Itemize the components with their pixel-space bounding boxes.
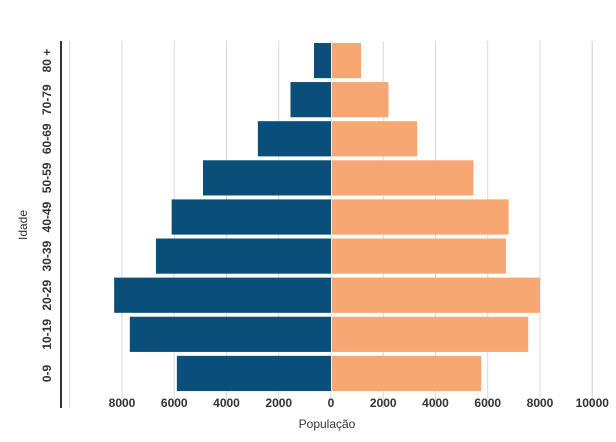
y-tick-label: 60-69 <box>40 123 54 154</box>
y-tick-label: 0-9 <box>40 364 54 382</box>
x-tick-label: 2000 <box>265 396 292 410</box>
x-tick-label: 8000 <box>527 396 554 410</box>
y-tick-label: 50-59 <box>40 162 54 193</box>
bar-left-70-79 <box>290 82 331 118</box>
x-tick-label: 6000 <box>161 396 188 410</box>
bar-right-20-29 <box>332 277 540 313</box>
bar-right-10-19 <box>332 316 529 352</box>
y-tick-labels: 0-9 10-19 20-29 30-39 40-49 50-59 60-69 70-79 80… <box>40 49 54 382</box>
x-tick-label: 10000 <box>576 396 610 410</box>
bar-right-60-69 <box>332 121 418 157</box>
y-tick-label: 40-49 <box>40 201 54 232</box>
y-tick-label: 80 + <box>40 49 54 73</box>
bar-right-80plus <box>332 42 362 79</box>
y-tick-label: 70-79 <box>40 84 54 115</box>
x-tick-label: 6000 <box>474 396 501 410</box>
bar-left-0-9 <box>176 355 331 392</box>
x-tick-label: 8000 <box>109 396 136 410</box>
bar-left-30-39 <box>155 238 331 274</box>
bar-right-0-9 <box>332 355 482 392</box>
bar-right-40-49 <box>332 199 509 235</box>
bar-left-50-59 <box>202 160 331 196</box>
bars <box>114 42 540 392</box>
x-tick-label: 0 <box>328 396 335 410</box>
bar-left-10-19 <box>129 316 331 352</box>
bar-left-20-29 <box>114 277 331 313</box>
y-tick-label: 30-39 <box>40 240 54 271</box>
y-tick-label: 10-19 <box>40 319 54 350</box>
x-tick-label: 2000 <box>370 396 397 410</box>
x-tick-label: 4000 <box>422 396 449 410</box>
bar-left-60-69 <box>257 121 331 157</box>
x-tick-label: 4000 <box>213 396 240 410</box>
x-tick-labels: 8000 6000 4000 2000 0 2000 4000 6000 8000 10000 <box>109 396 610 410</box>
bar-left-80plus <box>314 42 331 79</box>
y-axis-title: Idade <box>16 210 30 240</box>
bar-right-70-79 <box>332 82 389 118</box>
bar-left-40-49 <box>171 199 331 235</box>
y-tick-label: 20-29 <box>40 280 54 311</box>
bar-right-30-39 <box>332 238 507 274</box>
x-axis-title: População <box>299 417 356 431</box>
bar-right-50-59 <box>332 160 474 196</box>
